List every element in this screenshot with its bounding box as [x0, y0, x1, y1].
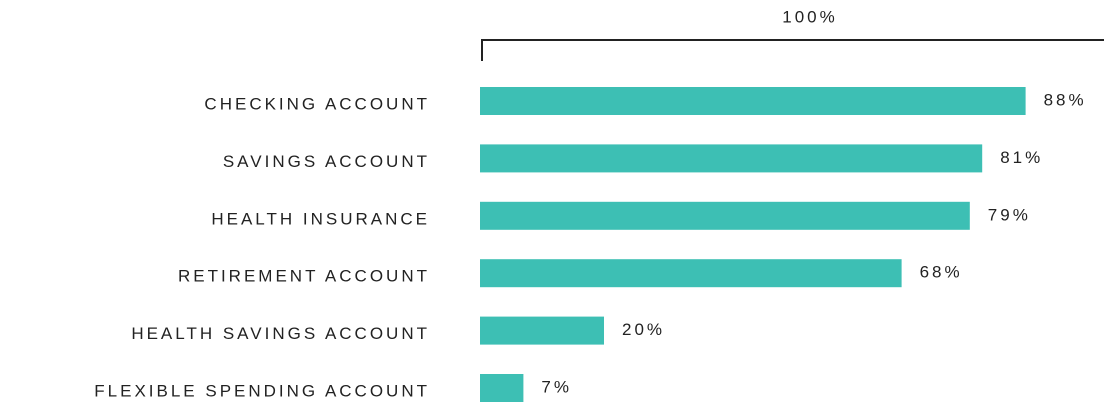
bar: [480, 144, 983, 173]
bar: [480, 316, 604, 345]
value-label: 79%: [988, 205, 1031, 224]
bar: [480, 259, 902, 288]
value-label: 68%: [920, 263, 963, 282]
category-label: CHECKING ACCOUNT: [204, 94, 430, 113]
bar: [480, 201, 970, 230]
bar: [480, 374, 524, 402]
category-label: RETIREMENT ACCOUNT: [178, 267, 430, 286]
scale-label: 100%: [782, 7, 837, 26]
scale-bracket: [481, 39, 1104, 61]
value-label: 20%: [622, 320, 665, 339]
category-label: FLEXIBLE SPENDING ACCOUNT: [94, 381, 430, 400]
category-label: HEALTH INSURANCE: [211, 209, 430, 228]
value-label: 88%: [1044, 90, 1087, 109]
bar: [480, 87, 1026, 115]
value-label: 81%: [1000, 148, 1043, 167]
category-label: HEALTH SAVINGS ACCOUNT: [131, 324, 430, 343]
category-label: SAVINGS ACCOUNT: [223, 152, 430, 171]
value-label: 7%: [541, 377, 572, 396]
